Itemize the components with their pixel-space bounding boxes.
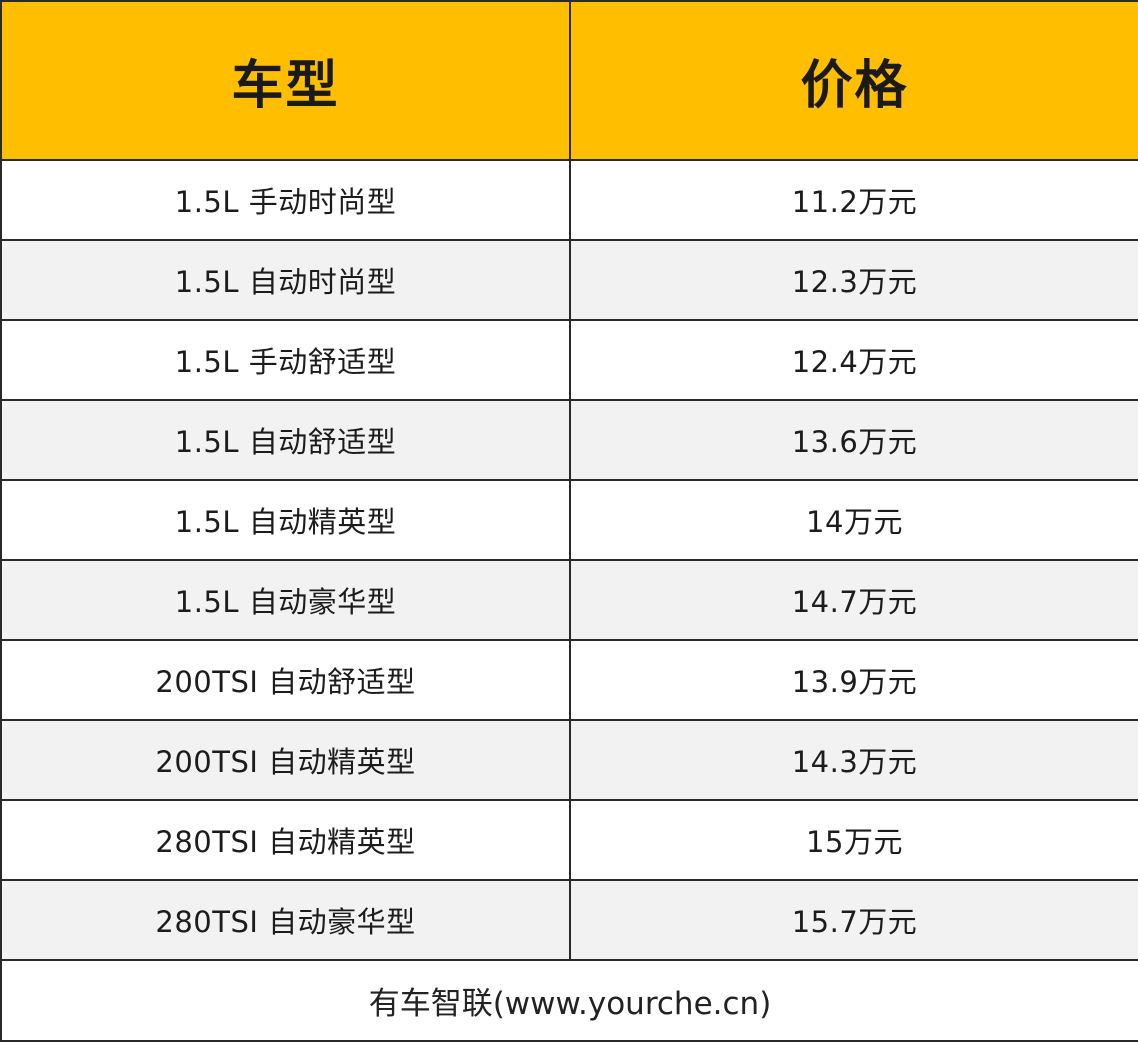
model-cell: 280TSI 自动豪华型 xyxy=(0,879,571,961)
table-footer-row: 有车智联(www.yourche.cn) xyxy=(0,959,1138,1042)
table-row: 1.5L 自动豪华型 14.7万元 xyxy=(0,559,1138,641)
table-row: 280TSI 自动豪华型 15.7万元 xyxy=(0,879,1138,961)
table-row: 200TSI 自动精英型 14.3万元 xyxy=(0,719,1138,801)
price-cell: 11.2万元 xyxy=(569,159,1138,241)
header-model: 车型 xyxy=(0,0,571,161)
model-cell: 1.5L 手动时尚型 xyxy=(0,159,571,241)
table-row: 1.5L 手动舒适型 12.4万元 xyxy=(0,319,1138,401)
price-cell: 15万元 xyxy=(569,799,1138,881)
model-cell: 280TSI 自动精英型 xyxy=(0,799,571,881)
table-row: 1.5L 自动舒适型 13.6万元 xyxy=(0,399,1138,481)
price-cell: 14.7万元 xyxy=(569,559,1138,641)
price-cell: 13.6万元 xyxy=(569,399,1138,481)
model-cell: 1.5L 自动精英型 xyxy=(0,479,571,561)
price-cell: 14.3万元 xyxy=(569,719,1138,801)
source-credit: 有车智联(www.yourche.cn) xyxy=(0,959,1138,1042)
table-header-row: 车型 价格 xyxy=(0,0,1138,161)
price-cell: 14万元 xyxy=(569,479,1138,561)
model-cell: 1.5L 自动时尚型 xyxy=(0,239,571,321)
table-row: 1.5L 自动精英型 14万元 xyxy=(0,479,1138,561)
price-cell: 15.7万元 xyxy=(569,879,1138,961)
table-row: 1.5L 自动时尚型 12.3万元 xyxy=(0,239,1138,321)
table-row: 1.5L 手动时尚型 11.2万元 xyxy=(0,159,1138,241)
price-cell: 12.4万元 xyxy=(569,319,1138,401)
model-cell: 200TSI 自动精英型 xyxy=(0,719,571,801)
model-cell: 1.5L 手动舒适型 xyxy=(0,319,571,401)
header-price: 价格 xyxy=(569,0,1138,161)
price-cell: 13.9万元 xyxy=(569,639,1138,721)
model-cell: 1.5L 自动豪华型 xyxy=(0,559,571,641)
price-cell: 12.3万元 xyxy=(569,239,1138,321)
table-row: 200TSI 自动舒适型 13.9万元 xyxy=(0,639,1138,721)
model-cell: 200TSI 自动舒适型 xyxy=(0,639,571,721)
model-cell: 1.5L 自动舒适型 xyxy=(0,399,571,481)
table-row: 280TSI 自动精英型 15万元 xyxy=(0,799,1138,881)
